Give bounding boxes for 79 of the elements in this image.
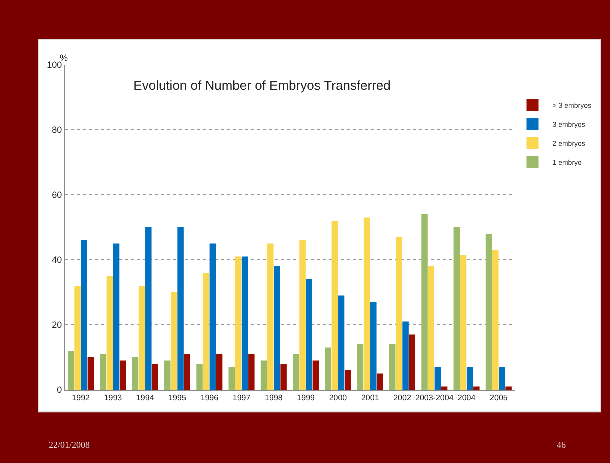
x-tick-label: 1996 (200, 394, 220, 403)
bar (428, 266, 434, 390)
y-axis-title: % (60, 53, 68, 63)
bar (474, 386, 480, 390)
bar (138, 286, 146, 390)
x-tick-label: 2003-2004 (416, 394, 454, 403)
bar (434, 367, 442, 390)
bar (260, 360, 268, 390)
bar (120, 360, 126, 390)
x-tick-label: 1998 (265, 394, 284, 403)
bar (152, 364, 158, 390)
bar (146, 228, 152, 390)
x-tick-label: 1999 (297, 394, 316, 403)
x-tick-label: 1994 (136, 394, 155, 403)
bar (338, 296, 345, 390)
bar (389, 344, 396, 390)
bar (74, 286, 81, 390)
y-tick-label: 80 (52, 125, 62, 136)
bar (248, 354, 255, 390)
y-tick-label: 0 (57, 385, 62, 396)
bar (306, 280, 312, 390)
bar (402, 322, 409, 390)
x-tick-label: 1997 (232, 394, 252, 403)
bar (203, 273, 210, 390)
bar (68, 351, 74, 390)
bar (422, 214, 428, 390)
bar (454, 228, 460, 390)
bar (486, 234, 492, 390)
x-tick-label: 2000 (329, 394, 348, 403)
bar (357, 344, 364, 390)
bar (88, 358, 94, 390)
bar (312, 360, 320, 390)
x-tick-label: 2005 (490, 394, 508, 403)
bar (506, 386, 512, 390)
bar (325, 348, 332, 390)
bar (242, 256, 248, 390)
text: 46 (557, 440, 566, 450)
bar (268, 244, 274, 390)
x-tick-label: 1992 (72, 394, 91, 403)
bar (81, 240, 88, 390)
bar (100, 354, 106, 390)
bar (171, 292, 178, 390)
bar (184, 354, 191, 390)
bar (280, 364, 287, 390)
bar (466, 367, 474, 390)
bar (178, 228, 184, 390)
bar (210, 244, 216, 390)
y-tick-label: 40 (52, 255, 62, 266)
x-tick-label: 2002 (394, 394, 412, 403)
bar (228, 367, 236, 390)
y-tick-label: 20 (52, 320, 62, 330)
bar (132, 358, 139, 390)
y-tick-label: 100 (47, 60, 62, 70)
x-tick-label: 1995 (168, 394, 187, 403)
bar (377, 374, 384, 390)
bar (396, 237, 402, 390)
bar (196, 364, 203, 390)
x-tick-label: 1993 (104, 394, 123, 403)
bar (300, 240, 306, 390)
y-tick-label: 60 (52, 190, 62, 200)
bar (460, 255, 467, 390)
bar (235, 256, 242, 390)
bar (106, 276, 114, 390)
bar (409, 334, 416, 390)
bar (364, 218, 370, 390)
bar (492, 250, 499, 390)
text: Evolution of Number of Embryos Transferred (134, 78, 391, 94)
bar (164, 360, 171, 390)
bar (293, 354, 300, 390)
x-tick-label: 2001 (361, 394, 380, 403)
bar (344, 370, 352, 390)
text: 22/01/2008 (49, 440, 90, 450)
bar (113, 244, 120, 390)
x-tick-label: 2004 (458, 394, 476, 403)
bar (274, 266, 280, 390)
bar (332, 221, 338, 390)
bar (370, 302, 377, 390)
bar (216, 354, 223, 390)
bar (499, 367, 506, 390)
